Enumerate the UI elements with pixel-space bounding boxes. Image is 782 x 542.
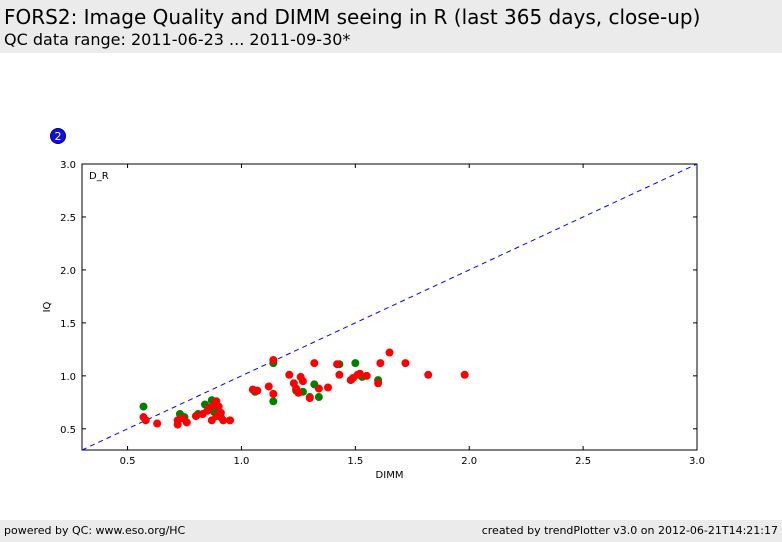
data-point-red xyxy=(191,412,200,421)
plot-number-badge: 2 xyxy=(50,128,66,144)
data-point-red xyxy=(305,394,314,403)
data-point-red xyxy=(182,418,191,427)
plot-annotation: D_R xyxy=(89,171,109,182)
data-point-green xyxy=(269,397,278,406)
y-tick-label: 3.0 xyxy=(60,160,76,171)
data-point-red xyxy=(253,386,262,395)
y-tick-label: 2.5 xyxy=(60,213,76,224)
x-tick-label: 3.0 xyxy=(689,456,705,467)
data-point-red xyxy=(214,402,223,411)
data-point-green xyxy=(314,393,323,402)
data-point-red xyxy=(310,359,319,368)
y-tick-label: 0.5 xyxy=(60,425,76,436)
data-point-red xyxy=(335,370,344,379)
data-point-red xyxy=(285,370,294,379)
page-header: FORS2: Image Quality and DIMM seeing in … xyxy=(0,0,782,53)
data-point-red xyxy=(362,371,371,380)
x-tick-label: 0.5 xyxy=(120,456,136,467)
data-point-red xyxy=(269,355,278,364)
page-footer: powered by QC: www.eso.org/HC created by… xyxy=(0,520,782,542)
data-point-red xyxy=(139,413,148,422)
page-title: FORS2: Image Quality and DIMM seeing in … xyxy=(4,5,701,29)
data-point-red xyxy=(153,419,162,428)
y-tick-label: 2.0 xyxy=(60,266,76,277)
data-point-red xyxy=(226,416,235,425)
plot-frame xyxy=(81,163,698,451)
data-point-red xyxy=(376,359,385,368)
data-point-red xyxy=(324,383,332,392)
x-axis-label: DIMM xyxy=(376,470,404,481)
y-tick-label: 1.5 xyxy=(60,319,76,330)
data-point-red xyxy=(264,382,273,391)
y-axis-label: IQ xyxy=(42,301,53,312)
data-point-green xyxy=(351,359,360,368)
page-subtitle: QC data range: 2011-06-23 ... 2011-09-30… xyxy=(4,30,351,49)
data-point-red xyxy=(314,384,323,393)
data-point-red xyxy=(385,348,394,357)
data-point-red xyxy=(219,416,228,425)
data-point-green xyxy=(139,402,148,411)
x-tick-label: 2.0 xyxy=(461,456,477,467)
footer-credit: powered by QC: www.eso.org/HC xyxy=(4,524,186,537)
data-point-red xyxy=(460,370,469,379)
data-point-red xyxy=(424,370,433,379)
scatter-chart: 0.5 1.0 1.5 2.0 2.5 3.0 0.5 1.0 1.5 2.0 2.5 3.0 D_R D… xyxy=(42,160,705,481)
footer-generator: created by trendPlotter v3.0 on 2012-06-… xyxy=(481,524,778,537)
data-point-red xyxy=(269,389,278,398)
data-point-red xyxy=(401,359,410,368)
x-tick-label: 1.5 xyxy=(347,456,363,467)
data-point-red xyxy=(374,379,383,388)
data-point-red xyxy=(294,388,303,397)
x-tick-label: 1.0 xyxy=(233,456,249,467)
y-tick-label: 1.0 xyxy=(60,372,76,383)
x-tick-label: 2.5 xyxy=(575,456,591,467)
data-point-red xyxy=(216,408,225,417)
data-point-red xyxy=(355,369,364,378)
data-point-red xyxy=(333,360,342,369)
data-point-red xyxy=(298,377,307,386)
